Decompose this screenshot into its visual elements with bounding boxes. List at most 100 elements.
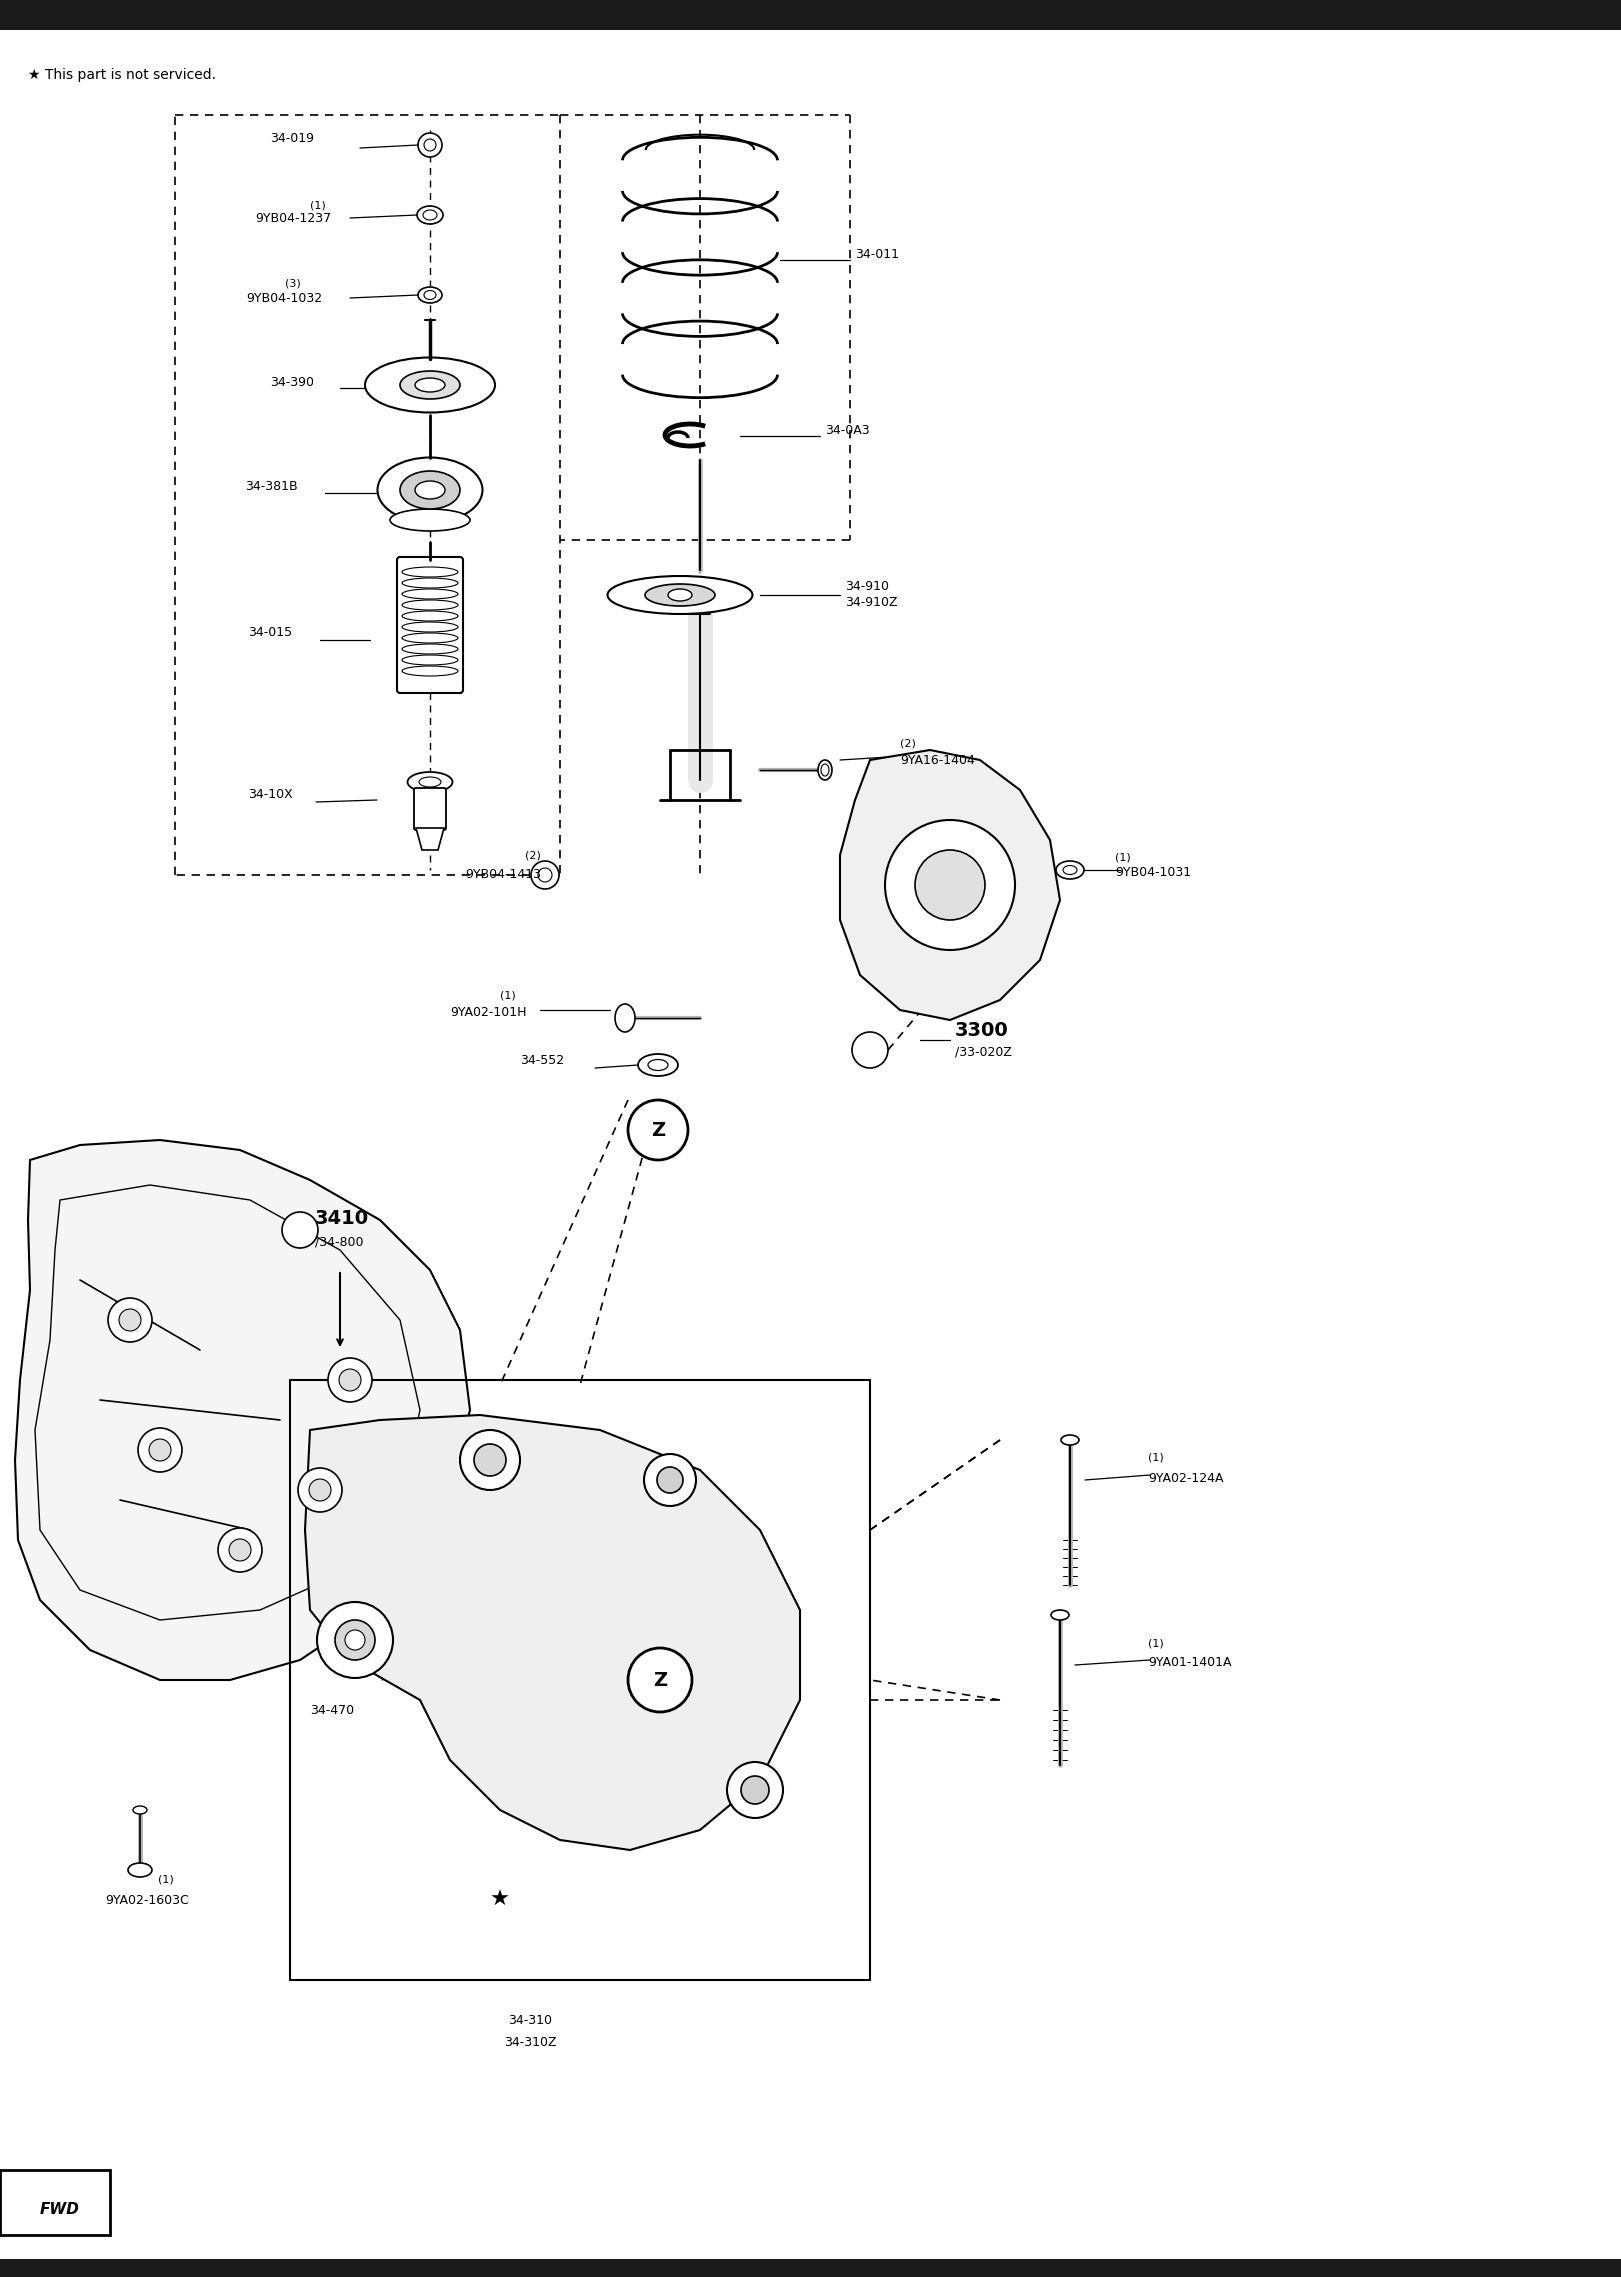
Ellipse shape: [391, 510, 470, 531]
Circle shape: [741, 1776, 768, 1803]
Circle shape: [473, 1444, 506, 1475]
Ellipse shape: [1055, 861, 1084, 879]
Text: (1): (1): [1115, 852, 1131, 863]
Polygon shape: [417, 829, 444, 849]
Ellipse shape: [648, 1059, 668, 1070]
Circle shape: [885, 820, 1015, 950]
Ellipse shape: [400, 371, 460, 398]
Text: 34-910: 34-910: [845, 581, 888, 592]
Circle shape: [138, 1428, 182, 1471]
Circle shape: [538, 868, 553, 881]
Text: ★: ★: [490, 1890, 511, 1910]
Ellipse shape: [128, 1863, 152, 1876]
Circle shape: [282, 1211, 318, 1248]
Circle shape: [657, 1466, 682, 1494]
Text: 34-310Z: 34-310Z: [504, 2036, 556, 2049]
Circle shape: [336, 1619, 374, 1660]
Ellipse shape: [645, 583, 715, 606]
Ellipse shape: [1062, 1435, 1080, 1446]
Text: 34-381B: 34-381B: [245, 480, 298, 494]
Bar: [0, 0, 1621, 30]
Text: 34-910Z: 34-910Z: [845, 597, 898, 610]
Text: 34-310: 34-310: [507, 2013, 553, 2027]
Text: ★ This part is not serviced.: ★ This part is not serviced.: [28, 68, 216, 82]
Circle shape: [339, 1368, 361, 1391]
Text: 34-011: 34-011: [854, 248, 900, 260]
Polygon shape: [840, 749, 1060, 1020]
Text: 34-015: 34-015: [248, 626, 292, 640]
Text: 9YA16-1404: 9YA16-1404: [900, 754, 974, 767]
Text: 34-019: 34-019: [271, 132, 314, 143]
Ellipse shape: [1063, 865, 1076, 874]
Ellipse shape: [614, 1004, 635, 1031]
Text: (1): (1): [1148, 1637, 1164, 1649]
Circle shape: [327, 1357, 371, 1403]
Text: 9YB04-1031: 9YB04-1031: [1115, 865, 1191, 879]
Circle shape: [118, 1309, 141, 1332]
Text: /33-020Z: /33-020Z: [955, 1045, 1012, 1059]
Circle shape: [425, 139, 436, 150]
Polygon shape: [305, 1414, 801, 1849]
Ellipse shape: [418, 776, 441, 788]
Ellipse shape: [378, 458, 483, 521]
Ellipse shape: [418, 287, 443, 303]
Ellipse shape: [668, 590, 692, 601]
Text: (1): (1): [157, 1874, 173, 1885]
Ellipse shape: [365, 357, 494, 412]
Polygon shape: [15, 1141, 470, 1680]
Ellipse shape: [417, 205, 443, 223]
Text: /34-800: /34-800: [314, 1236, 363, 1248]
Circle shape: [644, 1455, 695, 1505]
Text: 34-552: 34-552: [520, 1054, 564, 1066]
Circle shape: [418, 132, 443, 157]
Circle shape: [109, 1298, 152, 1341]
Ellipse shape: [407, 772, 452, 792]
Circle shape: [310, 1480, 331, 1501]
Text: FWD: FWD: [41, 2202, 79, 2218]
Ellipse shape: [133, 1806, 148, 1815]
Text: 9YA02-1603C: 9YA02-1603C: [105, 1894, 188, 1906]
FancyBboxPatch shape: [413, 788, 446, 831]
Circle shape: [914, 849, 986, 920]
Text: 9YB04-1413: 9YB04-1413: [465, 868, 541, 881]
Ellipse shape: [415, 378, 446, 392]
Circle shape: [298, 1469, 342, 1512]
Text: (2): (2): [525, 849, 541, 861]
Text: 9YB04-1032: 9YB04-1032: [246, 291, 323, 305]
Text: Z: Z: [653, 1671, 668, 1690]
Circle shape: [149, 1439, 170, 1462]
Text: 3300: 3300: [955, 1020, 1008, 1041]
Ellipse shape: [820, 765, 828, 776]
Ellipse shape: [1050, 1610, 1068, 1619]
Text: (3): (3): [285, 278, 302, 287]
Circle shape: [532, 861, 559, 888]
Ellipse shape: [819, 761, 832, 781]
Text: 3410: 3410: [314, 1209, 370, 1227]
Text: 34-10X: 34-10X: [248, 788, 293, 802]
Text: 34-470: 34-470: [310, 1703, 353, 1717]
Ellipse shape: [608, 576, 752, 615]
FancyBboxPatch shape: [397, 558, 464, 692]
Circle shape: [460, 1430, 520, 1489]
Text: (2): (2): [900, 740, 916, 749]
Text: 34-0A3: 34-0A3: [825, 424, 869, 437]
Bar: [0, 2259, 1621, 2277]
Circle shape: [627, 1649, 692, 1712]
Text: 9YB04-1237: 9YB04-1237: [254, 212, 331, 225]
Text: (1): (1): [499, 990, 515, 1002]
Circle shape: [217, 1528, 263, 1571]
Text: Z: Z: [652, 1120, 665, 1138]
Circle shape: [318, 1603, 392, 1678]
Ellipse shape: [400, 471, 460, 510]
Circle shape: [627, 1100, 687, 1159]
Circle shape: [853, 1031, 888, 1068]
FancyBboxPatch shape: [0, 2170, 110, 2236]
Circle shape: [229, 1539, 251, 1562]
Text: 9YA02-124A: 9YA02-124A: [1148, 1471, 1224, 1485]
Circle shape: [345, 1630, 365, 1651]
Ellipse shape: [639, 1054, 678, 1077]
Text: (1): (1): [310, 200, 326, 209]
Text: 9YA02-101H: 9YA02-101H: [451, 1006, 527, 1018]
Ellipse shape: [423, 209, 438, 221]
Text: 34-390: 34-390: [271, 376, 314, 389]
